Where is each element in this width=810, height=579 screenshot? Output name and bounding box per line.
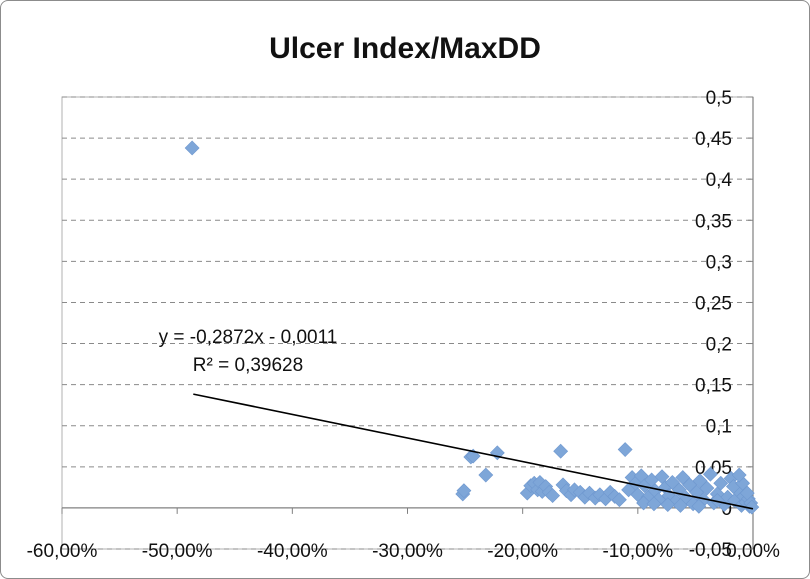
data-point-75 <box>691 498 707 514</box>
y-tick-label-7: 0,15 <box>695 376 732 397</box>
data-point-54 <box>699 480 715 496</box>
x-tick-label-6: 0,00% <box>726 541 780 562</box>
data-point-46 <box>671 482 687 498</box>
data-point-15 <box>545 488 561 504</box>
chart-title: Ulcer Index/MaxDD <box>269 32 541 65</box>
trendline-r2: R² = 0,39628 <box>193 355 303 376</box>
data-point-70 <box>744 499 760 515</box>
y-tick-label-8: 0,1 <box>706 417 732 438</box>
data-point-29 <box>611 492 627 508</box>
data-point-74 <box>673 498 688 513</box>
y-tick-label-1: 0,45 <box>695 129 732 150</box>
data-points <box>184 140 760 515</box>
trendline-equation: y = -0,2872x - 0,0011 <box>159 327 338 348</box>
x-tick-label-2: -40,00% <box>257 541 328 562</box>
data-point-16 <box>553 443 569 459</box>
y-tick-label-11: -0,05 <box>689 540 732 561</box>
data-point-72 <box>646 496 662 512</box>
x-tick-label-1: -50,00% <box>142 541 213 562</box>
y-tick-label-5: 0,25 <box>695 293 732 314</box>
x-axis-ticks: -60,00% -50,00% -40,00% -30,00% -20,00% -10,0… <box>27 507 780 562</box>
y-tick-label-4: 0,3 <box>706 252 732 273</box>
y-tick-label-6: 0,2 <box>706 335 732 356</box>
trendline-group <box>193 393 754 510</box>
data-point-79 <box>739 485 755 501</box>
data-point-0 <box>184 140 200 156</box>
x-tick-label-4: -20,00% <box>487 541 558 562</box>
data-point-30 <box>617 442 633 457</box>
data-point-55 <box>702 466 718 482</box>
trendline <box>193 393 754 510</box>
y-tick-label-2: 0,4 <box>706 170 733 191</box>
data-point-2 <box>456 483 472 499</box>
data-point-73 <box>660 497 676 513</box>
x-tick-label-5: -10,00% <box>602 541 673 562</box>
y-axis-ticks: 0,50,450,40,350,30,250,20,150,10,050-0,0… <box>689 88 753 561</box>
data-point-58 <box>713 475 729 491</box>
x-tick-label-0: -60,00% <box>27 541 98 562</box>
data-point-80 <box>731 467 747 483</box>
data-point-71 <box>636 495 652 511</box>
y-tick-label-0: 0,5 <box>706 88 732 109</box>
x-tick-label-3: -30,00% <box>372 541 443 562</box>
data-point-5 <box>478 467 494 483</box>
data-point-76 <box>709 493 725 508</box>
y-tick-label-3: 0,35 <box>695 211 732 232</box>
gridlines <box>62 96 753 550</box>
